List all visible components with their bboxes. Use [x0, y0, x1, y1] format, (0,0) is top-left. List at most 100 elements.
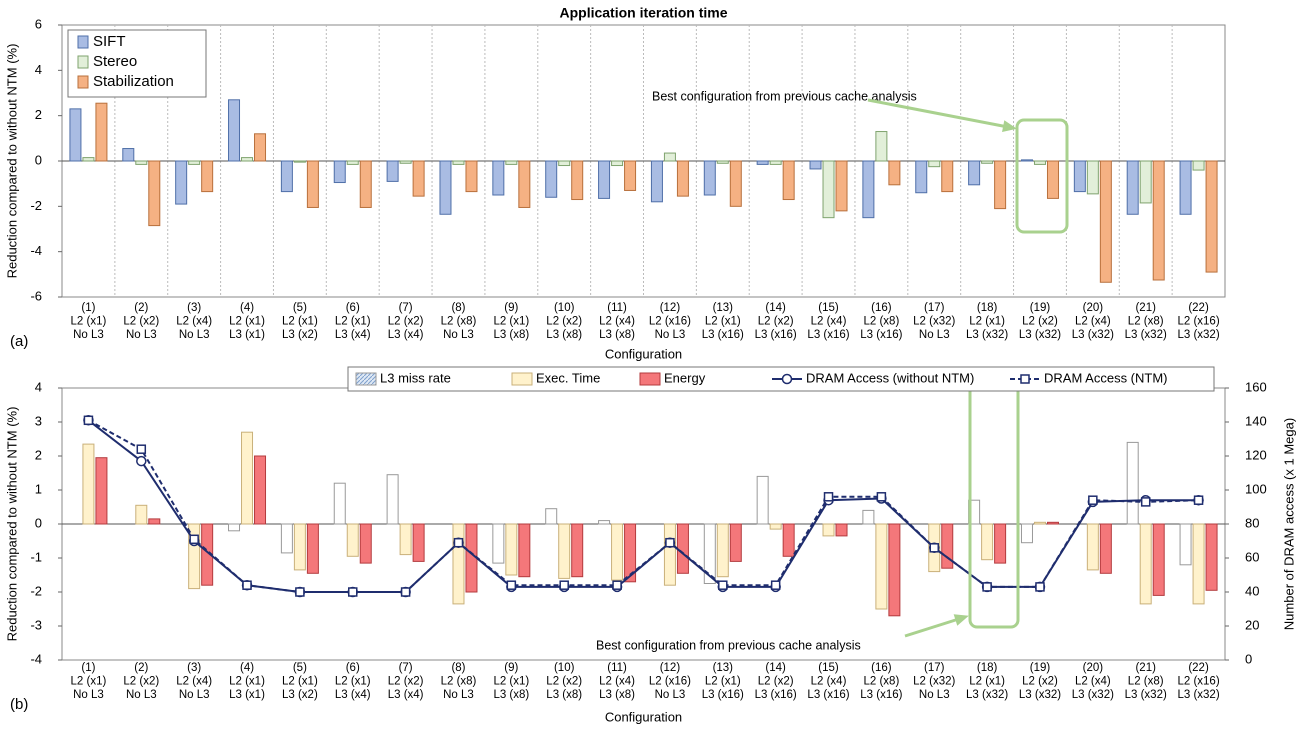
bar: [518, 523, 531, 578]
bar: [492, 160, 505, 196]
y-tick-label: 4: [35, 379, 42, 394]
x-tick-label: L2 (x1): [705, 316, 741, 328]
marker: [189, 534, 199, 545]
annotation: Best configuration from previous cache a…: [596, 638, 861, 652]
marker: [506, 580, 517, 590]
x-tick-label: L3 (x8): [546, 689, 582, 701]
y-tick-label: -6: [30, 288, 42, 303]
marker: [1193, 495, 1204, 505]
bar: [928, 160, 941, 168]
x-tick-label: No L3: [126, 329, 157, 341]
y2-tick-label: 140: [1245, 413, 1267, 428]
legend-label: Stereo: [93, 53, 137, 70]
x-tick-label: L3 (x16): [702, 329, 744, 341]
bar: [452, 160, 465, 165]
x-tick-label: L3 (x16): [702, 689, 744, 701]
bar: [756, 160, 769, 165]
bar: [545, 160, 558, 198]
x-tick-label: (13): [713, 302, 734, 314]
y-tick-label: 6: [35, 16, 42, 31]
legend-label: L3 miss rate: [380, 370, 451, 385]
x-tick-label: L2 (x2): [123, 316, 159, 328]
x-tick-label: L2 (x2): [1022, 316, 1058, 328]
highlight-box: [1015, 118, 1069, 234]
x-tick-label: (11): [607, 662, 627, 674]
y2-tick-label: 80: [1245, 515, 1259, 530]
x-tick-label: (6): [346, 302, 360, 314]
bar: [769, 160, 782, 165]
x-tick-label: (12): [660, 662, 681, 674]
bar: [782, 160, 795, 201]
bar: [293, 523, 306, 571]
bar: [1139, 160, 1152, 204]
annotation-arrow: [904, 615, 966, 638]
bar: [729, 523, 742, 562]
x-tick-label: (15): [818, 662, 839, 674]
bar: [412, 160, 425, 197]
bar: [1046, 160, 1059, 199]
bar: [241, 431, 254, 525]
bar: [862, 509, 875, 525]
bar: [201, 160, 214, 193]
x-tick-label: (22): [1188, 662, 1209, 674]
legend-label: SIFT: [93, 33, 126, 50]
x-tick-label: No L3: [179, 329, 210, 341]
x-tick-label: L2 (x8): [863, 676, 899, 688]
bar: [359, 160, 372, 208]
x-tick-label: L2 (x1): [493, 316, 529, 328]
marker: [929, 543, 939, 553]
x-tick-label: L2 (x4): [811, 676, 847, 688]
marker: [770, 580, 781, 590]
bar: [888, 160, 901, 186]
bar: [716, 523, 729, 578]
x-tick-label: L3 (x8): [546, 329, 582, 341]
y-tick-label: -2: [30, 583, 42, 598]
x-tick-label: No L3: [73, 689, 104, 701]
x-tick-label: L3 (x2): [282, 689, 318, 701]
x-tick-label: L3 (x8): [493, 329, 529, 341]
x-tick-label: L3 (x16): [860, 329, 902, 341]
x-tick-label: L2 (x4): [599, 676, 635, 688]
arrow-head: [953, 614, 969, 626]
x-tick-label: (9): [504, 662, 518, 674]
x-tick-label: (9): [504, 302, 518, 314]
x-tick-label: L2 (x1): [969, 316, 1005, 328]
bar: [188, 523, 201, 590]
panel-label: (b): [10, 696, 28, 713]
x-tick-label: (21): [1135, 662, 1156, 674]
marker: [665, 537, 675, 548]
x-tick-label: (4): [240, 302, 254, 314]
bar: [994, 160, 1007, 210]
bar: [280, 160, 293, 193]
bar: [254, 133, 267, 162]
bar: [1126, 441, 1139, 525]
bar: [611, 160, 624, 167]
legend-marker: [781, 373, 793, 385]
annotation: Best configuration from previous cache a…: [652, 89, 917, 103]
x-tick-label: L3 (x32): [1125, 689, 1167, 701]
bar: [82, 157, 95, 162]
bar: [254, 455, 267, 525]
marker: [1088, 495, 1098, 505]
x-tick-label: L3 (x1): [229, 689, 265, 701]
bar: [465, 160, 478, 193]
bar: [875, 523, 888, 610]
x-tick-label: L2 (x1): [282, 676, 318, 688]
legend-marker: [1020, 374, 1030, 384]
x-tick-label: L3 (x16): [807, 329, 849, 341]
bar: [306, 160, 319, 208]
bar: [663, 152, 676, 162]
bar: [598, 160, 611, 199]
bar: [280, 523, 293, 554]
x-tick-label: L3 (x32): [1019, 689, 1061, 701]
x-tick-label: (19): [1030, 662, 1051, 674]
x-tick-label: (8): [451, 302, 465, 314]
bar: [624, 523, 637, 583]
x-tick-label: L2 (x8): [1128, 316, 1164, 328]
x-tick-label: (11): [607, 302, 627, 314]
y-tick-label: 0: [35, 152, 42, 167]
bar: [756, 475, 769, 525]
x-tick-label: L2 (x1): [335, 676, 371, 688]
y2-tick-label: 20: [1245, 617, 1259, 632]
